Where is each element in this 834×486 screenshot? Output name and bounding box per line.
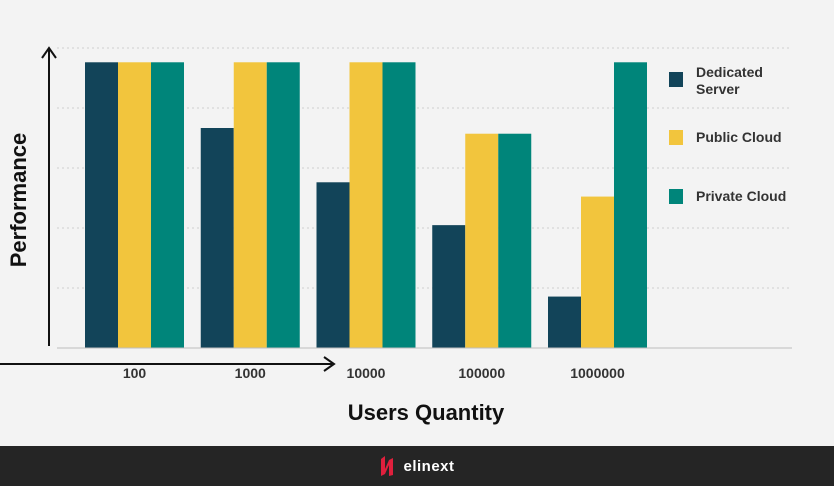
bar (498, 133, 532, 348)
bar (200, 128, 234, 348)
y-axis-arrowhead (41, 46, 57, 59)
legend-label: Private Cloud (696, 188, 786, 204)
bar (465, 133, 499, 348)
elinext-logo-icon (381, 456, 394, 476)
bar (349, 62, 383, 349)
bar (382, 62, 416, 349)
legend-label: Dedicated (696, 64, 763, 80)
bar (316, 182, 350, 348)
x-tick-labels: 100 1000 10000 100000 1000000 (123, 365, 625, 381)
legend-swatch (669, 189, 683, 204)
bar (118, 62, 151, 349)
x-tick-label: 100 (123, 365, 147, 381)
x-tick-label: 1000 (235, 365, 266, 381)
x-axis-title: Users Quantity (348, 400, 505, 425)
bar (266, 62, 300, 349)
bar (233, 62, 267, 349)
bar (432, 225, 466, 348)
brand-logo: elinext (379, 455, 454, 477)
bar (614, 62, 647, 349)
bars (85, 62, 647, 349)
legend-label: Public Cloud (696, 129, 782, 145)
bar (581, 196, 614, 348)
brand-name: elinext (403, 457, 455, 475)
bar (151, 62, 184, 349)
footer-bar: elinext (0, 446, 834, 486)
x-tick-label: 10000 (347, 365, 386, 381)
x-axis-arrowhead (323, 356, 336, 372)
x-tick-label: 1000000 (570, 365, 625, 381)
legend-swatch (669, 130, 683, 145)
x-tick-label: 100000 (458, 365, 505, 381)
legend-label: Server (696, 81, 740, 97)
y-axis-title: Performance (6, 133, 31, 268)
bar (85, 62, 118, 349)
legend-swatch (669, 72, 683, 87)
bar (548, 296, 581, 348)
bar-chart: 100 1000 10000 100000 1000000 Users Quantity… (0, 46, 792, 425)
